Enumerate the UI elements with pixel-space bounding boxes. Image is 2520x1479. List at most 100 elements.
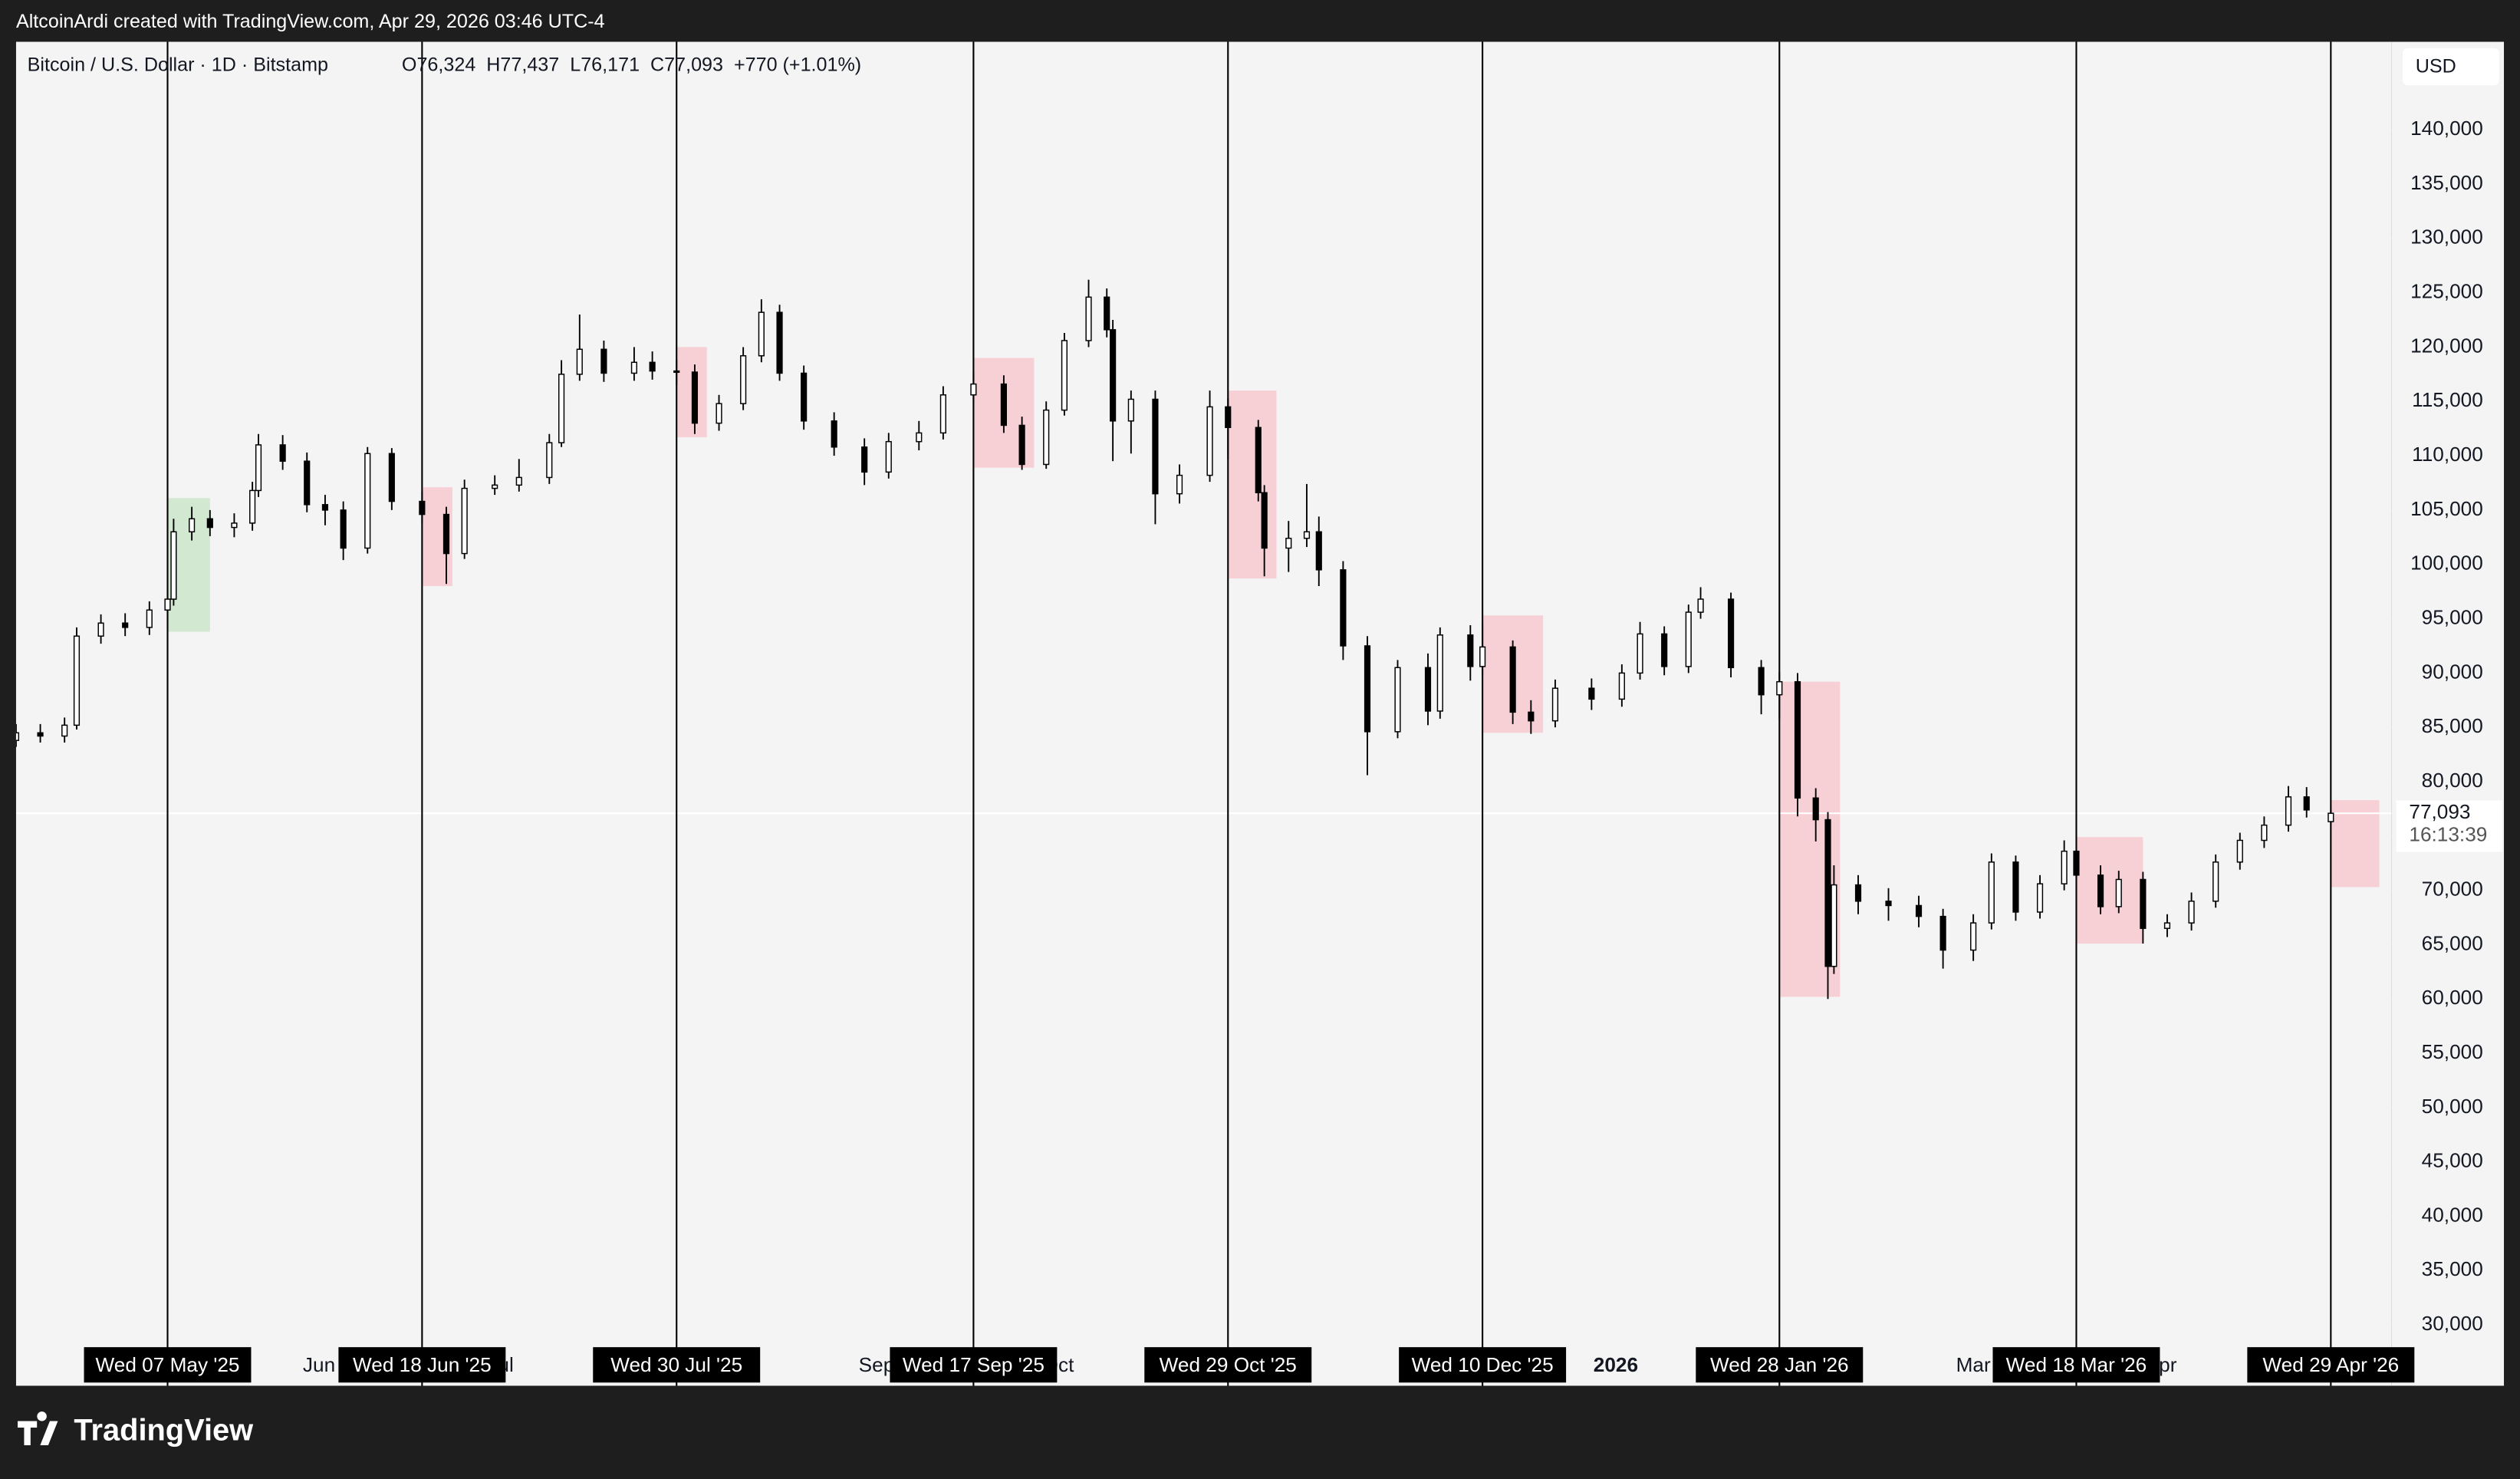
candle-body	[1915, 904, 1923, 917]
candle-body	[716, 403, 722, 424]
event-label-box	[890, 1347, 1058, 1383]
candle-body	[1939, 915, 1946, 951]
candle-body	[15, 732, 20, 741]
candle-body	[546, 442, 553, 479]
candle-body	[1661, 633, 1668, 667]
candle-body	[189, 518, 196, 532]
candle-body	[1085, 296, 1092, 341]
event-label-box	[2247, 1347, 2415, 1383]
candle-body	[1637, 633, 1643, 674]
y-tick-label: 45,000	[2422, 1149, 2483, 1172]
event-label: Wed 29 Oct '25	[1160, 1353, 1297, 1376]
candle-body	[2261, 824, 2268, 842]
candle-body	[1467, 634, 1474, 667]
candle-body	[73, 635, 81, 726]
y-tick-label: 70,000	[2422, 878, 2483, 901]
candle-body	[304, 460, 311, 506]
candle-body	[600, 348, 607, 374]
last-price-label: 77,093	[2409, 800, 2470, 823]
candle-body	[1424, 667, 1432, 712]
candle-body	[1206, 406, 1213, 476]
candle-body	[388, 453, 395, 502]
candle-body	[61, 724, 68, 737]
candle-body	[146, 609, 153, 628]
candle-body	[1255, 427, 1262, 493]
candle-body	[1618, 672, 1625, 700]
candle-body	[576, 348, 583, 375]
candle-body	[2097, 875, 2104, 907]
candle-body	[1018, 424, 1025, 466]
candle-body	[1043, 409, 1050, 466]
candle-body	[649, 361, 656, 372]
candle-body	[249, 489, 256, 524]
candle-body	[1758, 667, 1765, 696]
candle-body	[279, 444, 286, 462]
plot-area	[15, 41, 2392, 1386]
candle-body	[37, 732, 44, 737]
candle-body	[1824, 819, 1831, 967]
x-tick-label: 2026	[1594, 1353, 1638, 1376]
currency-box[interactable]	[2403, 48, 2499, 86]
candle-body	[2115, 878, 2122, 907]
event-label: Wed 28 Jan '26	[1710, 1353, 1849, 1376]
candle-body	[1794, 680, 1801, 799]
price-axis	[2391, 41, 2505, 1386]
axes: 30,000 35,000 40,000 45,000 50,000 55,000 60,0…	[84, 117, 2502, 1383]
candle-body	[364, 453, 371, 549]
event-label-box	[1696, 1347, 1864, 1383]
candle-body	[1885, 901, 1892, 907]
candle-body	[2328, 812, 2334, 822]
event-label: Wed 10 Dec '25	[1412, 1353, 1554, 1376]
y-tick-label: 115,000	[2412, 388, 2483, 411]
candle-body	[1854, 884, 1862, 902]
event-label-box	[84, 1347, 252, 1383]
y-tick-label: 95,000	[2422, 605, 2483, 628]
y-tick-label: 100,000	[2410, 552, 2483, 575]
candle-body	[673, 370, 680, 374]
ohlc-values: O76,324 H77,437 L76,171 C77,093 +770 (+1…	[402, 54, 861, 76]
countdown: 16:13:39	[2409, 822, 2487, 845]
candle-body	[231, 522, 238, 529]
attribution: AltcoinArdi created with TradingView.com…	[16, 11, 605, 32]
candle-body	[740, 355, 747, 404]
candle-body	[970, 383, 977, 396]
y-tick-label: 130,000	[2410, 226, 2483, 249]
candle-body	[2236, 839, 2243, 863]
candle-body	[255, 444, 262, 492]
candle-body	[1776, 680, 1783, 696]
candle-body	[1812, 797, 1819, 821]
candle-body	[1340, 569, 1347, 647]
y-tick-label: 40,000	[2422, 1203, 2483, 1226]
plot	[15, 41, 2392, 1386]
candle-body	[691, 371, 699, 424]
currency[interactable]: USD	[2416, 56, 2456, 77]
candle-body	[2285, 796, 2292, 826]
highlight-box	[2331, 800, 2380, 888]
candle-body	[1364, 645, 1371, 733]
candle-body	[1000, 383, 1007, 427]
candle-body	[861, 446, 868, 473]
y-tick-label: 105,000	[2410, 497, 2483, 520]
candle-body	[97, 622, 104, 637]
x-tick-label: Jun	[303, 1353, 335, 1376]
candle-body	[1127, 398, 1134, 422]
y-tick-label: 120,000	[2410, 334, 2483, 357]
candle-body	[1104, 296, 1110, 331]
y-tick-label: 85,000	[2422, 714, 2483, 737]
symbol-title: Bitcoin / U.S. Dollar · 1D · Bitstamp	[28, 54, 328, 76]
event-label-box	[338, 1347, 506, 1383]
event-label-box	[1992, 1347, 2160, 1383]
candle-body	[1727, 598, 1735, 669]
candle-body	[1303, 531, 1311, 539]
candle-body	[1225, 406, 1232, 429]
y-tick-label: 55,000	[2422, 1040, 2483, 1063]
candle-body	[122, 622, 129, 628]
candle-body	[170, 531, 177, 600]
event-label-box	[593, 1347, 761, 1383]
candle-body	[1394, 667, 1401, 733]
y-tick-label: 65,000	[2422, 931, 2483, 954]
candle-body	[2163, 922, 2171, 929]
y-tick-label: 90,000	[2422, 660, 2483, 683]
candle-body	[801, 372, 808, 422]
